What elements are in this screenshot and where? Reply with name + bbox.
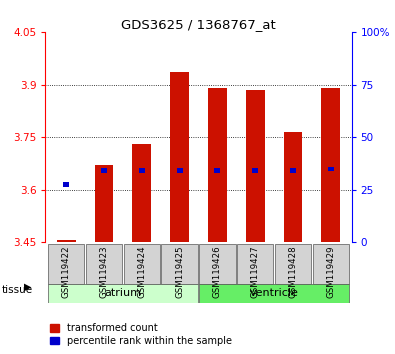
Bar [252, 169, 258, 173]
Bar [177, 169, 182, 173]
Text: GSM119427: GSM119427 [251, 245, 260, 298]
Bar [312, 244, 349, 284]
Bar [208, 88, 227, 242]
Bar [246, 90, 265, 242]
Text: GSM119429: GSM119429 [326, 245, 335, 298]
Text: GSM119428: GSM119428 [288, 245, 297, 298]
Text: GSM119425: GSM119425 [175, 245, 184, 298]
Legend: transformed count, percentile rank within the sample: transformed count, percentile rank withi… [50, 323, 232, 346]
Bar [284, 132, 303, 242]
Text: GSM119423: GSM119423 [100, 245, 109, 298]
Title: GDS3625 / 1368767_at: GDS3625 / 1368767_at [121, 18, 276, 31]
Bar [275, 244, 311, 284]
Text: atrium: atrium [104, 288, 141, 298]
Bar [124, 244, 160, 284]
Text: ▶: ▶ [24, 282, 31, 292]
Text: GSM119426: GSM119426 [213, 245, 222, 298]
Bar [321, 88, 340, 242]
Text: ventricle: ventricle [250, 288, 299, 298]
Bar [48, 284, 198, 303]
Bar [94, 165, 113, 242]
Bar [101, 169, 107, 173]
Bar [328, 167, 334, 171]
Text: GSM119422: GSM119422 [62, 245, 71, 298]
Bar [199, 284, 349, 303]
Bar [290, 169, 296, 173]
Bar [132, 144, 151, 242]
Bar [162, 244, 198, 284]
Bar [57, 240, 76, 242]
Text: tissue: tissue [2, 285, 33, 295]
Bar [63, 182, 69, 187]
Bar [214, 169, 220, 173]
Bar [170, 72, 189, 242]
Bar [139, 169, 145, 173]
Bar [237, 244, 273, 284]
Bar [199, 244, 235, 284]
Text: GSM119424: GSM119424 [137, 245, 146, 298]
Bar [48, 244, 85, 284]
Bar [86, 244, 122, 284]
